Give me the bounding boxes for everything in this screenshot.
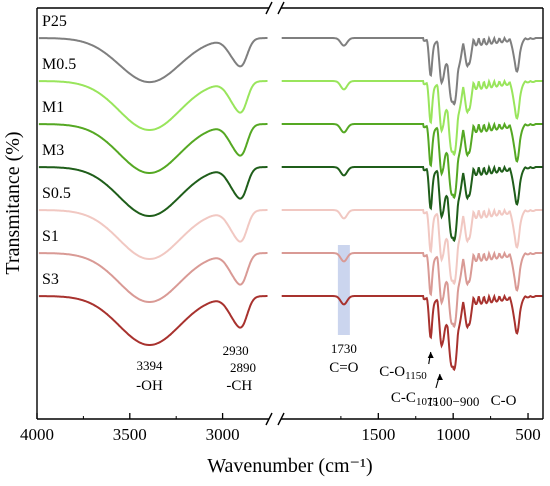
annotation-1: -OH	[136, 378, 163, 394]
series-label-p25: P25	[42, 13, 67, 30]
spectrum-line-s3-high	[38, 295, 268, 346]
axis-break-mark-bottom-a	[265, 412, 273, 426]
axes-layer: 4000 3500 3000 1500 1000 500	[20, 1, 544, 444]
spectrum-line-s0-5-low	[281, 207, 543, 286]
y-axis-label: Transmitance (%)	[2, 131, 24, 274]
spectrum-line-m1-low	[281, 121, 543, 200]
annotation-5: 1730	[331, 341, 357, 356]
spectrum-line-s1-low	[281, 250, 543, 329]
series-label-m0-5: M0.5	[42, 56, 76, 73]
spectrum-line-s1-high	[38, 252, 268, 303]
annotation-3: 2890	[230, 360, 256, 375]
spectrum-line-p25-low	[281, 35, 543, 106]
spectrum-line-m1-high	[38, 123, 268, 174]
series-label-m3: M3	[42, 142, 64, 159]
x-tick-label-3500: 3500	[113, 425, 147, 444]
arrow-c-c-1075-head	[436, 374, 443, 380]
series-label-s3: S3	[42, 271, 59, 288]
annotation-10: C-O	[491, 393, 517, 409]
carbonyl-highlight-band	[337, 245, 350, 335]
annotation-sub-7: 1150	[405, 370, 427, 382]
x-tick-label-1000: 1000	[436, 425, 470, 444]
annotation-0: 3394	[136, 358, 163, 373]
spectrum-line-m3-low	[281, 164, 543, 243]
annotation-9: 1100−900	[427, 394, 479, 409]
x-tick-label-4000: 4000	[20, 425, 54, 444]
x-tick-label-1500: 1500	[361, 425, 395, 444]
annotation-4: -CH	[226, 378, 252, 394]
axis-break-mark-bottom-b	[277, 412, 285, 426]
arrow-c-o-1150-head	[427, 352, 434, 358]
annotation-sub-8: 1075	[416, 396, 439, 408]
series-label-m1: M1	[42, 99, 64, 116]
labels-layer: Transmitance (%) Wavenumber (cm⁻¹)	[2, 131, 373, 477]
highlight-layer	[337, 245, 350, 335]
series-layer: P25 M0.5 M1 M3 S0.5 S1 S3	[38, 13, 543, 372]
annotation-6: C=O	[329, 360, 358, 376]
annotation-2: 2930	[223, 343, 249, 358]
spectrum-line-m0-5-low	[281, 78, 543, 157]
spectrum-line-s0-5-high	[38, 209, 268, 260]
series-label-s0-5: S0.5	[42, 185, 71, 202]
x-tick-label-3000: 3000	[206, 425, 240, 444]
spectrum-line-m0-5-high	[38, 80, 268, 131]
x-tick-label-500: 500	[515, 425, 541, 444]
annotation-7: C-O1150	[379, 364, 427, 382]
axis-break-mark-top-a	[265, 1, 273, 15]
spectrum-line-m3-high	[38, 166, 268, 217]
series-label-s1: S1	[42, 228, 59, 245]
axis-break-mark-top-b	[277, 1, 285, 15]
spectrum-line-p25-high	[38, 37, 268, 84]
spectrum-line-s3-low	[281, 293, 543, 372]
x-axis-label: Wavenumber (cm⁻¹)	[207, 455, 372, 477]
